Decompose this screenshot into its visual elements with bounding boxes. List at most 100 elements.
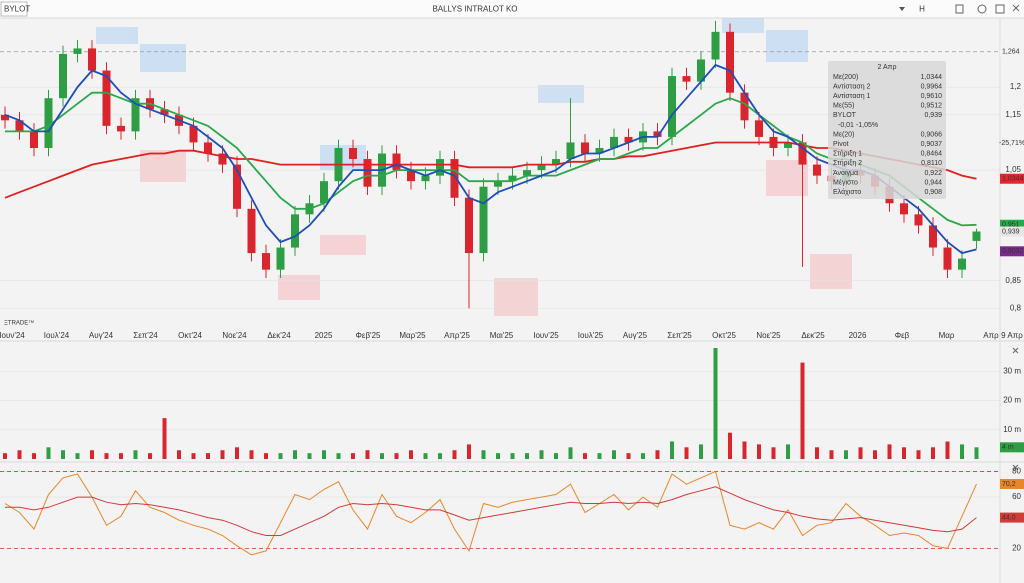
volume-bar	[148, 453, 152, 459]
volume-bar	[467, 444, 471, 459]
price-tag-label: 1,264	[1002, 49, 1020, 56]
price-tag	[1000, 442, 1024, 453]
volume-bar	[902, 447, 906, 459]
x-tick-label: Σεπ'24	[133, 331, 158, 340]
tooltip-label: Με(55)	[833, 103, 854, 110]
x-tick-label: Σεπ'25	[667, 331, 692, 340]
x-tick-label: Ιουλ'25	[578, 331, 604, 340]
candle-body	[291, 214, 299, 248]
volume-bar	[568, 447, 573, 459]
tooltip-label: -0,01 -1,05%	[838, 122, 878, 129]
indicator-line	[4, 141, 977, 199]
close-panel-icon[interactable]	[1012, 464, 1019, 471]
volume-bar	[873, 450, 877, 459]
volume-bar	[293, 450, 297, 459]
lock-icon[interactable]	[955, 4, 964, 14]
volume-bar	[583, 453, 587, 459]
candle-body	[624, 136, 633, 143]
candle-body	[349, 147, 357, 160]
candle-body	[363, 159, 372, 187]
top-bar	[0, 0, 1024, 18]
candle-body	[59, 53, 67, 99]
y-tick-label: 10 m	[1003, 425, 1021, 434]
resistance-zone	[766, 30, 808, 62]
volume-bar	[394, 453, 399, 459]
x-tick-label: Δεκ'25	[801, 331, 825, 340]
candle-body	[740, 92, 749, 121]
y-tick-label: 1,2	[1010, 82, 1022, 91]
volume-bar	[829, 450, 834, 459]
tooltip-label: Ελάχιστο	[833, 188, 861, 196]
price-tag-label: 0,951	[1002, 222, 1020, 229]
volume-bar	[61, 450, 65, 459]
candle-body	[566, 142, 575, 160]
symbol[interactable]: BYLOT	[4, 5, 30, 14]
volume-bar	[191, 453, 196, 459]
candle-body	[958, 258, 966, 270]
candle-body	[189, 125, 198, 143]
volume-bar	[713, 348, 718, 459]
candle-body	[204, 142, 212, 154]
volume-bar	[481, 450, 486, 459]
h-button[interactable]: H	[919, 5, 925, 14]
refresh-icon[interactable]	[977, 4, 987, 14]
volume-bar	[90, 450, 94, 459]
close-panel-icon[interactable]	[1012, 347, 1019, 354]
volume-bar	[597, 453, 602, 459]
volume-bar	[858, 447, 863, 459]
price-tag-label: 70,2	[1002, 481, 1016, 488]
candle-body	[160, 109, 169, 115]
candle-body	[247, 208, 256, 254]
candle-body	[479, 186, 488, 254]
tooltip-value: 0,944	[924, 179, 942, 186]
candle-body	[218, 153, 227, 165]
x-tick-label: Δεκ'24	[267, 331, 291, 340]
volume-bar	[771, 447, 776, 459]
pivot-zones	[96, 18, 852, 316]
tooltip-label: BYLOT	[833, 112, 857, 119]
volume-bar	[960, 444, 964, 459]
symbol-box[interactable]	[0, 1, 28, 17]
y-tick-label: 20	[1012, 543, 1021, 552]
resistance-zone	[320, 145, 366, 170]
support-zone	[278, 275, 320, 300]
resistance-zone	[140, 44, 186, 72]
volume-bar	[699, 444, 703, 459]
y-tick-label: 0,8	[1010, 303, 1022, 312]
tooltip-value: 0,9610	[921, 93, 943, 100]
volume-bar	[626, 453, 631, 459]
volume-bar	[264, 453, 268, 459]
volume-bar	[800, 362, 805, 459]
tooltip-label: Μέγιστο	[833, 178, 858, 186]
x-current-label: 9 Απρ	[1001, 331, 1023, 340]
volume-bar	[235, 447, 239, 459]
candle-body	[653, 131, 662, 137]
tooltip-value: 0,9037	[921, 141, 943, 148]
volume-bar	[916, 450, 921, 459]
candle-body	[682, 76, 691, 82]
candle-body	[508, 175, 517, 182]
candle-body	[943, 247, 952, 270]
volume-bar	[365, 450, 370, 459]
candle-body	[465, 197, 473, 254]
candle-body	[276, 247, 285, 270]
x-tick-label: Ιουν'25	[533, 331, 559, 340]
candle-body	[450, 159, 459, 198]
tooltip-value: 0,908	[924, 189, 942, 196]
instrument-title: BALLYS INTRALOT KO	[432, 5, 517, 14]
candle-body	[798, 142, 807, 165]
volume-bar	[133, 450, 138, 459]
close-icon[interactable]	[1012, 4, 1020, 12]
volume-bar	[641, 453, 645, 459]
volume-bar	[249, 450, 254, 459]
window-icon[interactable]	[995, 4, 1005, 14]
volume-bar	[887, 444, 892, 459]
dropdown-icon[interactable]	[899, 7, 905, 11]
x-tick-label: Ιουλ'24	[44, 331, 70, 340]
volume-bar	[206, 453, 210, 459]
volume-bar	[742, 441, 747, 459]
candle-body	[668, 76, 676, 137]
price-tag	[1000, 246, 1024, 257]
x-tick-label: Οκτ'25	[712, 331, 736, 340]
indicator-line	[4, 63, 977, 255]
